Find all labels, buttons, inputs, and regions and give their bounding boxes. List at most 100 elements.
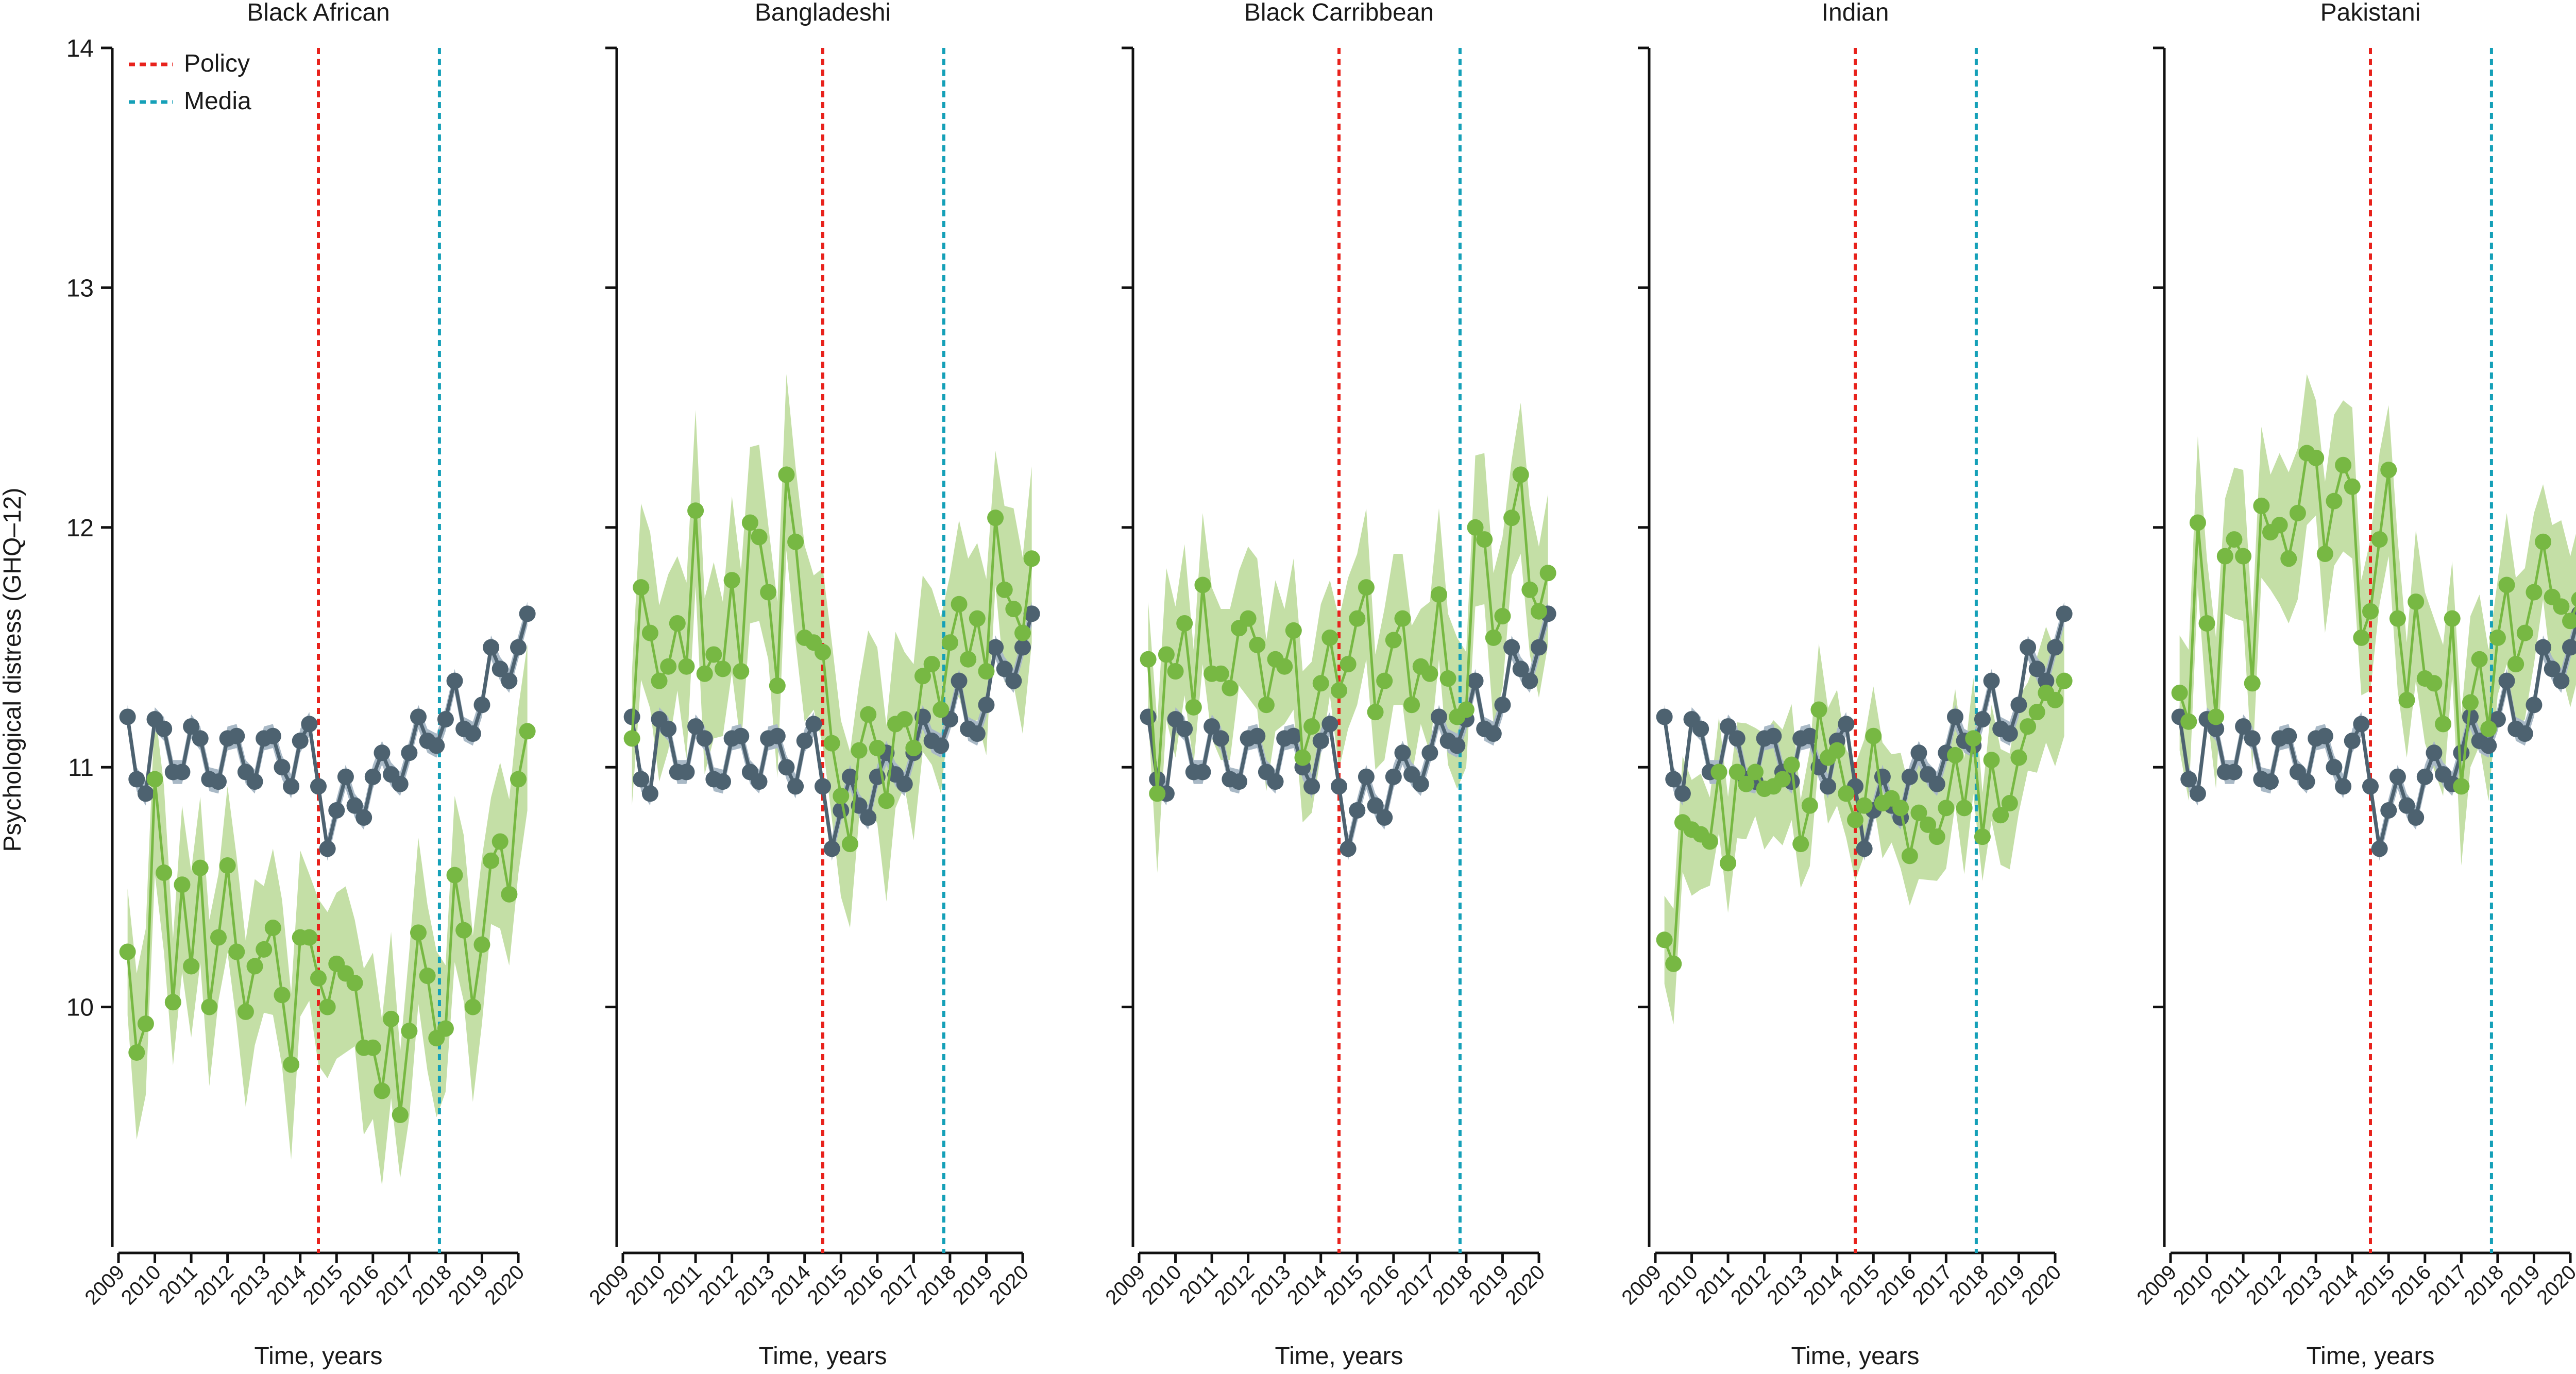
- group-point: [501, 886, 518, 903]
- x-tick-label: 2018: [1944, 1261, 1993, 1309]
- panel-title: Pakistani: [2320, 0, 2421, 26]
- reference-point: [996, 660, 1013, 677]
- x-tick-label: 2020: [2532, 1261, 2576, 1309]
- group-point: [960, 651, 977, 668]
- panel-title: Bangladeshi: [755, 0, 891, 26]
- group-point: [2171, 684, 2188, 701]
- reference-point: [1656, 708, 1673, 725]
- reference-point: [1212, 730, 1229, 747]
- x-tick-label: 2014: [1283, 1261, 1331, 1309]
- reference-point: [283, 778, 300, 795]
- x-tick-label: 2009: [80, 1261, 129, 1309]
- reference-point: [2562, 639, 2576, 656]
- x-tick-label: 2017: [876, 1261, 924, 1309]
- group-point: [1720, 855, 1737, 872]
- reference-point: [1901, 768, 1918, 785]
- group-point: [1856, 797, 1873, 814]
- reference-point: [778, 759, 795, 776]
- x-tick-label: 2010: [117, 1261, 165, 1309]
- group-point: [401, 1023, 418, 1040]
- x-tick-label: 2020: [985, 1261, 1033, 1309]
- reference-point: [2280, 727, 2297, 744]
- group-confidence-band: [632, 374, 1032, 928]
- group-point: [1340, 656, 1357, 673]
- group-point: [301, 929, 318, 946]
- group-point: [687, 502, 704, 519]
- group-point: [778, 466, 795, 483]
- reference-point: [2535, 639, 2552, 656]
- group-point: [914, 668, 931, 685]
- x-tick-label: 2012: [190, 1261, 238, 1309]
- group-point: [1476, 531, 1493, 548]
- reference-point: [787, 778, 804, 795]
- reference-point: [246, 773, 263, 790]
- reference-point: [510, 639, 527, 656]
- reference-point: [2244, 730, 2261, 747]
- group-point: [2362, 603, 2379, 620]
- reference-point: [1431, 708, 1447, 725]
- reference-point: [1485, 725, 1502, 742]
- group-point: [2371, 531, 2388, 548]
- reference-point: [2056, 605, 2073, 622]
- x-tick-label: 2019: [444, 1261, 493, 1309]
- panel-title: Black African: [247, 0, 389, 26]
- group-point: [905, 739, 922, 756]
- reference-point: [1231, 773, 1247, 790]
- group-point: [2380, 462, 2397, 479]
- reference-point: [660, 720, 677, 737]
- group-point: [1792, 836, 1809, 853]
- group-point: [1665, 955, 1682, 972]
- group-point: [923, 656, 940, 673]
- reference-point: [292, 733, 309, 750]
- group-point: [969, 610, 986, 627]
- reference-point: [1765, 727, 1782, 744]
- group-point: [1865, 727, 1882, 744]
- reference-point: [401, 744, 418, 761]
- group-point: [715, 660, 731, 677]
- reference-point: [119, 708, 136, 725]
- reference-point: [319, 840, 336, 857]
- group-point: [1321, 629, 1338, 646]
- reference-point: [1928, 775, 1945, 792]
- group-point: [1947, 747, 1963, 764]
- group-point: [2398, 691, 2415, 708]
- group-point: [2335, 456, 2352, 473]
- group-point: [1494, 607, 1511, 624]
- reference-point: [678, 764, 695, 781]
- reference-point: [355, 809, 372, 826]
- group-point: [392, 1107, 409, 1124]
- x-tick-label: 2015: [2351, 1261, 2399, 1309]
- x-tick-label: 2013: [1247, 1261, 1295, 1309]
- group-point: [2235, 548, 2252, 565]
- panel-1: Black African101112131420092010201120122…: [66, 0, 536, 1370]
- reference-point: [364, 768, 381, 785]
- reference-point: [2516, 725, 2533, 742]
- group-point: [2553, 598, 2570, 615]
- reference-point: [933, 737, 950, 754]
- panel-5: Pakistani2009201020112012201320142015201…: [2132, 0, 2576, 1370]
- reference-point: [969, 725, 986, 742]
- group-point: [1403, 697, 1420, 714]
- group-point: [2408, 593, 2425, 610]
- x-tick-label: 2012: [2242, 1261, 2290, 1309]
- x-tick-label: 2016: [335, 1261, 383, 1309]
- reference-point: [228, 727, 245, 744]
- group-point: [1774, 771, 1791, 788]
- group-point: [283, 1056, 300, 1073]
- reference-point: [2353, 716, 2370, 733]
- group-point: [1728, 764, 1745, 781]
- group-point: [2516, 624, 2533, 641]
- reference-point: [301, 716, 318, 733]
- reference-point: [815, 778, 831, 795]
- reference-point: [1494, 697, 1511, 714]
- group-point: [446, 867, 463, 884]
- x-tick-label: 2009: [1617, 1261, 1666, 1309]
- group-point: [183, 958, 200, 975]
- group-point: [696, 665, 713, 682]
- reference-point: [1665, 771, 1682, 788]
- panel-title: Black Carribbean: [1244, 0, 1434, 26]
- group-point: [1910, 804, 1927, 821]
- group-point: [878, 792, 895, 809]
- y-tick-label: 13: [66, 275, 94, 302]
